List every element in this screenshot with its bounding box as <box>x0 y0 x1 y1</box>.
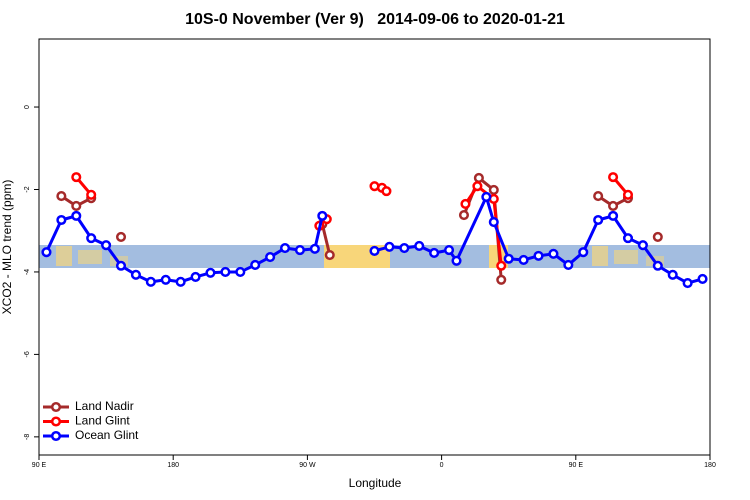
point <box>309 243 320 254</box>
point <box>488 217 499 228</box>
point <box>503 253 514 264</box>
point <box>160 274 171 285</box>
point <box>175 276 186 287</box>
point <box>86 233 97 244</box>
legend-label: Land Nadir <box>75 399 134 413</box>
point <box>518 254 529 266</box>
x-tick-label: 180 <box>704 462 716 469</box>
land-band <box>78 250 102 264</box>
point <box>369 245 380 256</box>
point <box>324 249 335 261</box>
point <box>481 191 492 202</box>
point <box>608 172 619 183</box>
point <box>472 181 483 192</box>
point <box>608 200 619 212</box>
legend-marker <box>50 401 62 413</box>
point <box>637 240 648 251</box>
point <box>205 267 216 278</box>
point <box>593 191 604 202</box>
point <box>460 198 471 209</box>
legend-label: Ocean Glint <box>75 428 139 442</box>
point <box>697 273 708 285</box>
y-tick-label: -2 <box>24 186 31 192</box>
point <box>488 184 499 195</box>
point <box>115 231 127 242</box>
point <box>220 266 231 277</box>
point <box>578 247 589 258</box>
point <box>444 245 455 256</box>
point <box>496 260 507 271</box>
x-axis-label: Longitude <box>349 476 402 490</box>
x-tick-label: 90 W <box>299 462 316 469</box>
land-band <box>592 246 608 266</box>
x-tick-label: 90 E <box>32 462 47 469</box>
chart-title: 10S-0 November (Ver 9) 2014-09-06 to 202… <box>185 11 565 28</box>
point <box>101 240 112 251</box>
legend-marker <box>50 430 62 442</box>
point <box>667 269 678 280</box>
point <box>317 210 328 221</box>
point <box>56 214 67 226</box>
x-tick-label: 90 E <box>569 462 584 469</box>
y-tick-label: 0 <box>24 105 31 109</box>
point <box>250 259 261 270</box>
point <box>399 242 410 254</box>
point <box>279 242 291 254</box>
point <box>533 250 544 261</box>
point <box>71 200 82 212</box>
point <box>235 266 246 277</box>
legend-marker <box>50 416 62 427</box>
point <box>265 252 276 263</box>
point <box>384 241 395 252</box>
point <box>130 269 141 280</box>
point <box>71 210 82 221</box>
point <box>563 259 574 270</box>
point <box>86 189 97 200</box>
point <box>71 172 82 183</box>
land-band <box>56 246 72 266</box>
y-tick-label: -8 <box>24 434 31 440</box>
point <box>414 240 425 252</box>
plot-frame <box>38 38 711 456</box>
y-tick-label: -6 <box>24 351 31 357</box>
y-axis-label: XCO2 - MLO trend (ppm) <box>0 180 14 315</box>
point <box>451 255 462 266</box>
point <box>115 260 127 271</box>
point <box>294 245 305 256</box>
point <box>41 247 52 258</box>
point <box>458 209 470 221</box>
point <box>682 278 693 289</box>
point <box>593 214 604 226</box>
x-tick-label: 180 <box>167 462 179 469</box>
point <box>608 210 619 221</box>
point <box>473 172 484 183</box>
point <box>652 260 663 271</box>
point <box>622 189 634 200</box>
point <box>56 191 67 202</box>
point <box>429 247 440 259</box>
point <box>496 274 507 285</box>
point <box>652 231 663 242</box>
legend-label: Land Glint <box>75 414 130 428</box>
point <box>548 248 559 259</box>
y-tick-label: -4 <box>24 269 31 275</box>
point <box>145 276 156 287</box>
point <box>622 233 634 244</box>
x-tick-label: 0 <box>440 462 444 469</box>
land-band <box>614 250 638 264</box>
point <box>381 186 392 197</box>
series-line <box>45 195 703 285</box>
point <box>190 271 201 282</box>
